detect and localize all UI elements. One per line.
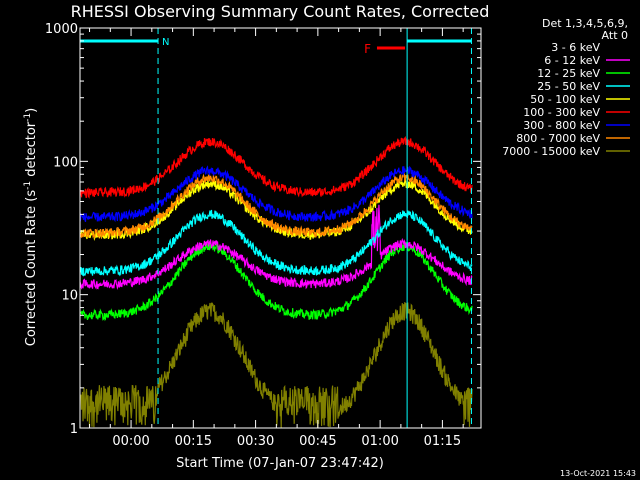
x-tick-label: 00:45 <box>299 434 336 449</box>
x-tick-label: 00:00 <box>112 434 149 449</box>
y-axis-label-sup2: -1 <box>23 113 33 122</box>
y-axis-label: Corrected Count Rate (s-1 detector-1) <box>23 108 39 346</box>
x-tick-label: 00:30 <box>237 434 274 449</box>
chart-title: RHESSI Observing Summary Count Rates, Co… <box>71 2 490 21</box>
legend-entry-label: 6 - 12 keV <box>544 54 600 67</box>
legend-entry-label: 12 - 25 keV <box>537 67 600 80</box>
night-bar-label: N <box>162 37 169 48</box>
legend-header-line1: Det 1,3,4,5,6,9, <box>542 17 628 30</box>
flare-bar-label: F <box>364 42 371 56</box>
ticks-layer: 1 10 100 1000 00:00 00:15 00:30 00:45 01:00 01:15 <box>45 22 481 449</box>
y-tick-label: 1 <box>70 422 78 437</box>
legend-entry-label: 25 - 50 keV <box>537 80 600 93</box>
y-axis-label-end: ) <box>24 108 39 113</box>
x-axis-label: Start Time (07-Jan-07 23:47:42) <box>176 456 384 471</box>
legend-entry-label: 3 - 6 keV <box>551 41 600 54</box>
y-tick-label: 1000 <box>45 22 78 37</box>
legend-entry-label: 50 - 100 keV <box>530 93 600 106</box>
y-tick-label: 10 <box>61 289 78 304</box>
x-tick-label: 00:15 <box>175 434 212 449</box>
y-axis-label-mid: detector <box>24 121 39 181</box>
y-axis-label-sup1: -1 <box>23 181 33 190</box>
legend-entry-label: 7000 - 15000 keV <box>502 145 600 158</box>
y-tick-label: 100 <box>53 155 78 170</box>
y-axis-label-main: Corrected Count Rate (s <box>24 190 39 347</box>
legend-entry-label: 800 - 7000 keV <box>516 132 600 145</box>
x-tick-label: 01:15 <box>424 434 461 449</box>
footer-timestamp: 13-Oct-2021 15:43 <box>560 469 636 478</box>
plot-frame <box>79 27 482 429</box>
x-tick-label: 01:00 <box>361 434 398 449</box>
legend-header-line2: Att 0 <box>602 29 628 42</box>
legend-entry-label: 300 - 800 keV <box>523 119 600 132</box>
legend-entry-label: 100 - 300 keV <box>523 106 600 119</box>
